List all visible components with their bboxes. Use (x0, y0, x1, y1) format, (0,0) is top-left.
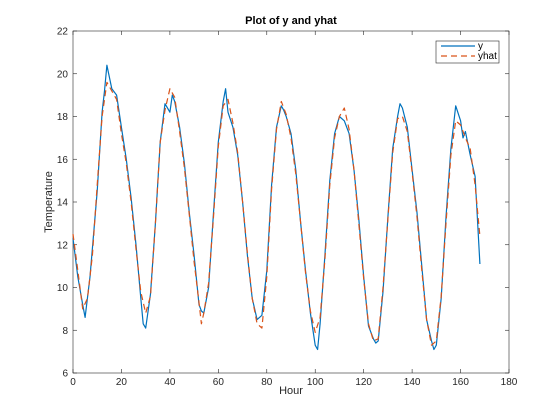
y-tick-label: 10 (57, 283, 69, 294)
plot-lines (72, 64, 481, 351)
legend-yhat-label: yhat (478, 51, 497, 62)
chart-title: Plot of y and yhat (245, 15, 337, 27)
x-tick-label: 100 (307, 377, 324, 388)
x-tick-label: 140 (404, 377, 421, 388)
x-tick-label: 80 (261, 377, 273, 388)
x-tick-label: 40 (164, 377, 176, 388)
y-tick-label: 20 (57, 69, 69, 80)
y-tick-label: 8 (62, 326, 68, 337)
y-tick-label: 6 (62, 369, 68, 380)
x-tick-label: 20 (116, 377, 128, 388)
x-tick-label: 60 (213, 377, 225, 388)
y-tick-label: 14 (57, 198, 69, 209)
x-tick-label: 160 (452, 377, 469, 388)
y-tick-label: 22 (57, 27, 69, 38)
x-tick-label: 0 (70, 377, 76, 388)
x-tick-label: 180 (501, 377, 518, 388)
y-axis-title: Temperature (43, 171, 55, 233)
x-axis-title: Hour (279, 385, 303, 397)
plot-area (72, 30, 510, 374)
legend-y-label: y (478, 41, 483, 52)
y-tick-label: 16 (57, 155, 69, 166)
y-tick-label: 18 (57, 112, 69, 123)
series-line-yhat (72, 81, 481, 346)
x-tick-label: 120 (355, 377, 372, 388)
legend: y yhat (435, 40, 500, 64)
y-tick-label: 12 (57, 240, 69, 251)
axis-ticks: 0 20 40 60 80 100 120 140 160 180 6 8 10 12 14 16 18 20 22 (57, 27, 518, 389)
